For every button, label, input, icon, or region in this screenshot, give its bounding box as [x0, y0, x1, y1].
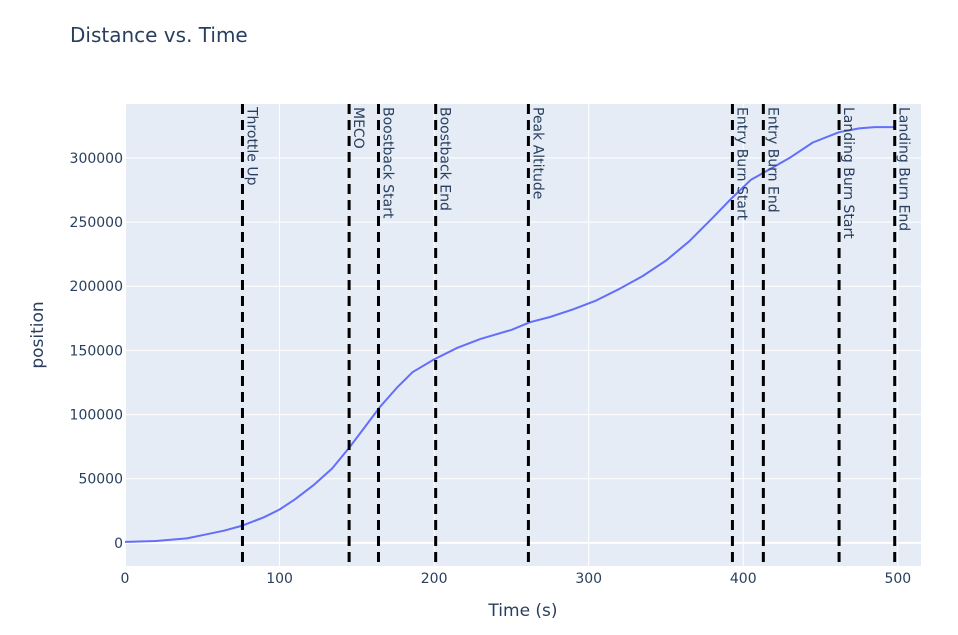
- x-tick-label: 400: [730, 571, 757, 587]
- x-axis-title: Time (s): [487, 601, 557, 621]
- event-label: Landing Burn Start: [840, 107, 856, 239]
- y-axis-title: position: [28, 301, 48, 368]
- y-tick-label: 250000: [70, 215, 123, 231]
- y-tick-label: 100000: [70, 408, 123, 424]
- event-label: Throttle Up: [243, 106, 259, 186]
- event-label: Boostback End: [437, 107, 453, 211]
- gridlines: [124, 104, 921, 566]
- event-label: Boostback Start: [379, 107, 395, 219]
- event-label: Landing Burn End: [896, 107, 912, 231]
- event-label: Entry Burn Start: [733, 107, 749, 221]
- chart-title: Distance vs. Time: [70, 23, 248, 47]
- x-tick-label: 0: [121, 571, 130, 587]
- y-tick-label: 300000: [70, 151, 123, 167]
- event-markers: Throttle Up MECO Boostback Start Boostback …: [240, 104, 912, 566]
- x-tick-label: 100: [266, 571, 293, 587]
- x-tick-label: 500: [884, 571, 911, 587]
- event-label: Peak Altitude: [529, 107, 545, 199]
- x-tick-label: 300: [575, 571, 602, 587]
- event-label: MECO: [350, 107, 366, 149]
- y-tick-label: 50000: [78, 472, 123, 488]
- axis-ticks: 0 100 200 300 400 500 0 50000 100000 150000 200000…: [70, 151, 912, 587]
- x-tick-label: 200: [421, 571, 448, 587]
- event-label: Entry Burn End: [764, 107, 780, 213]
- y-tick-label: 200000: [70, 279, 123, 295]
- plot-area: [125, 104, 921, 566]
- y-tick-label: 150000: [70, 343, 123, 359]
- y-tick-label: 0: [114, 536, 123, 552]
